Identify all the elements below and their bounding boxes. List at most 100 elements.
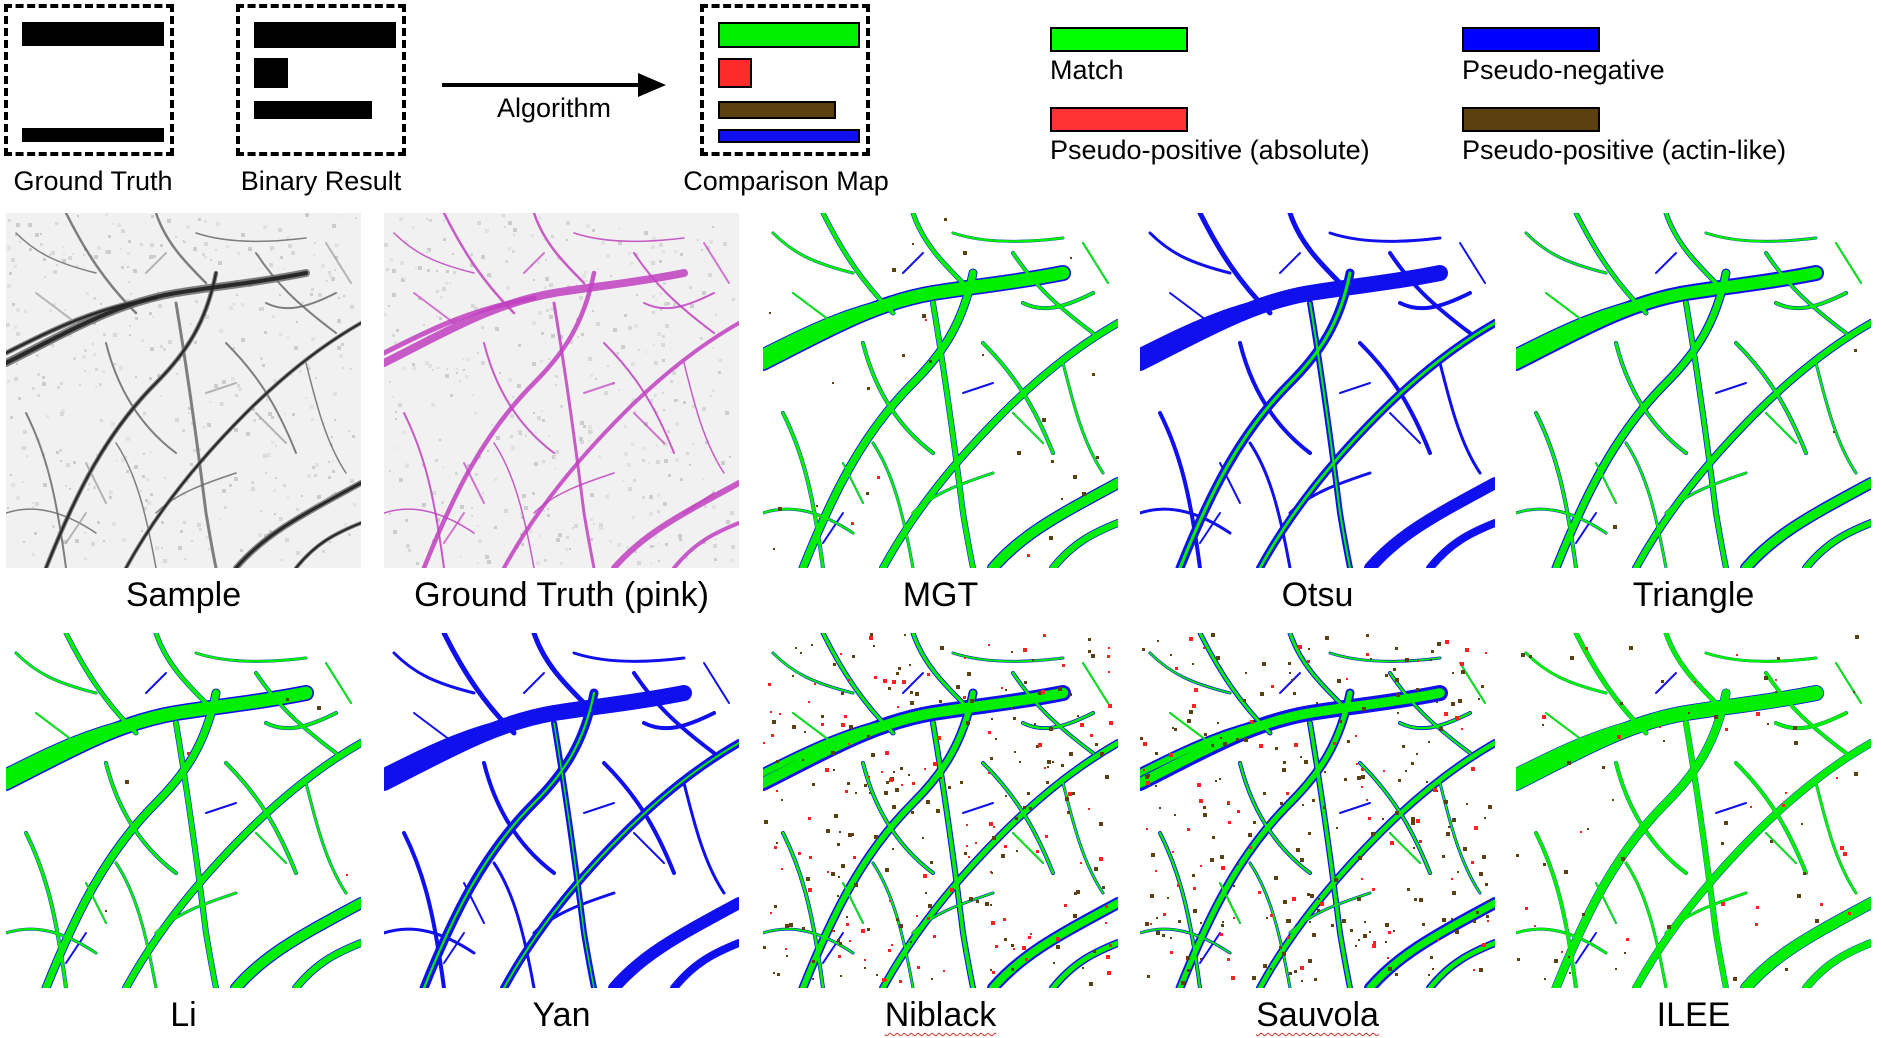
noise-24 [311, 418, 314, 421]
pseudo-positive-actin-96 [837, 895, 839, 897]
pseudo-positive-actin-118 [1405, 770, 1407, 772]
noise-16 [299, 370, 302, 373]
pseudo-positive-actin-0 [928, 904, 932, 908]
noise-393 [392, 396, 394, 398]
pseudo-positive-actin-10 [1439, 727, 1443, 731]
panel-triangle [1516, 213, 1871, 568]
pseudo-positive-absolute-52 [1003, 918, 1006, 921]
noise-41 [180, 530, 183, 533]
noise-364 [283, 268, 285, 270]
pseudo-positive-absolute-21 [993, 826, 995, 828]
pseudo-positive-absolute-29 [841, 723, 845, 727]
noise-20 [14, 326, 17, 329]
pseudo-positive-absolute-60 [1193, 887, 1196, 890]
noise-112 [510, 435, 513, 438]
noise-152 [7, 284, 11, 288]
pseudo-positive-actin-86 [1073, 914, 1077, 918]
pseudo-positive-actin-103 [1461, 670, 1465, 674]
noise-113 [144, 507, 147, 510]
noise-99 [708, 273, 712, 277]
pseudo-positive-actin-148 [1369, 931, 1371, 933]
pseudo-positive-actin-56 [985, 902, 989, 906]
noise-350 [618, 241, 622, 245]
noise-31 [506, 286, 510, 290]
pseudo-positive-absolute-15 [1534, 925, 1536, 927]
pseudo-positive-actin-6 [1093, 950, 1096, 953]
fiber-13 [305, 362, 347, 474]
noise-63 [460, 505, 464, 509]
noise-7 [198, 448, 201, 451]
ground-truth-bar-bottom [22, 128, 164, 142]
noise-10 [128, 240, 131, 243]
noise-233 [704, 505, 707, 508]
noise-344 [471, 304, 475, 308]
noise-273 [616, 352, 619, 355]
match-minor-2 [1835, 662, 1862, 704]
pseudo-positive-actin-26 [1815, 919, 1819, 923]
pseudo-positive-absolute-103 [889, 778, 893, 782]
noise-86 [702, 407, 706, 411]
pseudo-positive-actin-95 [1411, 817, 1415, 821]
match-fiber-7 [64, 633, 138, 735]
match-minor-2 [1835, 242, 1862, 284]
pseudo-positive-actin-36 [1516, 854, 1519, 857]
pseudo-positive-actin-165 [1187, 719, 1191, 723]
pseudo-positive-absolute-72 [861, 929, 865, 933]
pseudo-positive-actin-34 [792, 725, 796, 729]
pseudo-positive-absolute-98 [770, 711, 772, 713]
pseudo-positive-absolute-74 [1356, 763, 1358, 765]
noise-5 [23, 541, 25, 543]
noise-376 [16, 308, 20, 312]
noise-315 [445, 282, 448, 285]
noise-238 [194, 341, 197, 344]
noise-250 [121, 458, 125, 462]
pseudo-positive-actin-73 [1419, 898, 1423, 902]
pseudo-negative-fiber-19 [1248, 441, 1292, 568]
panel-image-niblack [763, 633, 1118, 988]
comparison-map-label: Comparison Map [683, 166, 889, 196]
pseudo-negative-fiber-14 [771, 231, 855, 275]
pseudo-positive-absolute-33 [1221, 866, 1225, 870]
noise-193 [195, 300, 198, 303]
noise-350 [73, 357, 76, 360]
noise-391 [353, 503, 356, 506]
noise-46 [142, 475, 145, 478]
pseudo-positive-actin-94 [898, 667, 901, 670]
noise-61 [103, 333, 106, 336]
noise-91 [548, 435, 550, 437]
panel-image-li [6, 633, 361, 988]
pseudo-positive-actin-155 [1357, 897, 1361, 901]
noise-71 [266, 397, 270, 401]
pseudo-positive-actin-33 [841, 864, 845, 868]
noise-319 [51, 344, 54, 347]
panel-label-yan: Yan [532, 996, 591, 1034]
pseudo-positive-actin-70 [871, 753, 875, 757]
pseudo-positive-actin-154 [1069, 752, 1073, 756]
noise-259 [542, 460, 545, 463]
pseudo-positive-absolute-36 [1465, 648, 1469, 652]
pseudo-negative-fiber-9 [1764, 671, 1848, 755]
pseudo-negative-fiber-8 [1287, 213, 1343, 286]
pseudo-positive-actin-42 [991, 718, 993, 720]
noise-334 [258, 254, 260, 256]
noise-228 [471, 515, 473, 517]
noise-198 [178, 546, 182, 550]
noise-55 [702, 291, 706, 295]
noise-93 [120, 248, 122, 250]
ground-truth-schematic [4, 4, 174, 156]
noise-345 [450, 394, 453, 397]
noise-96 [93, 486, 96, 489]
noise-71 [580, 440, 584, 444]
pseudo-positive-actin-152 [864, 967, 866, 969]
match-minor-2 [1459, 662, 1486, 704]
noise-177 [68, 256, 72, 260]
noise-328 [191, 422, 194, 425]
pseudo-positive-actin-21 [1142, 648, 1145, 651]
pseudo-positive-absolute-3 [1525, 907, 1528, 910]
noise-159 [35, 502, 39, 506]
noise-133 [93, 297, 96, 300]
match-fiber-2 [42, 689, 220, 988]
noise-68 [210, 259, 212, 261]
match-fiber-19 [1624, 861, 1668, 988]
pseudo-positive-actin-102 [911, 811, 914, 814]
